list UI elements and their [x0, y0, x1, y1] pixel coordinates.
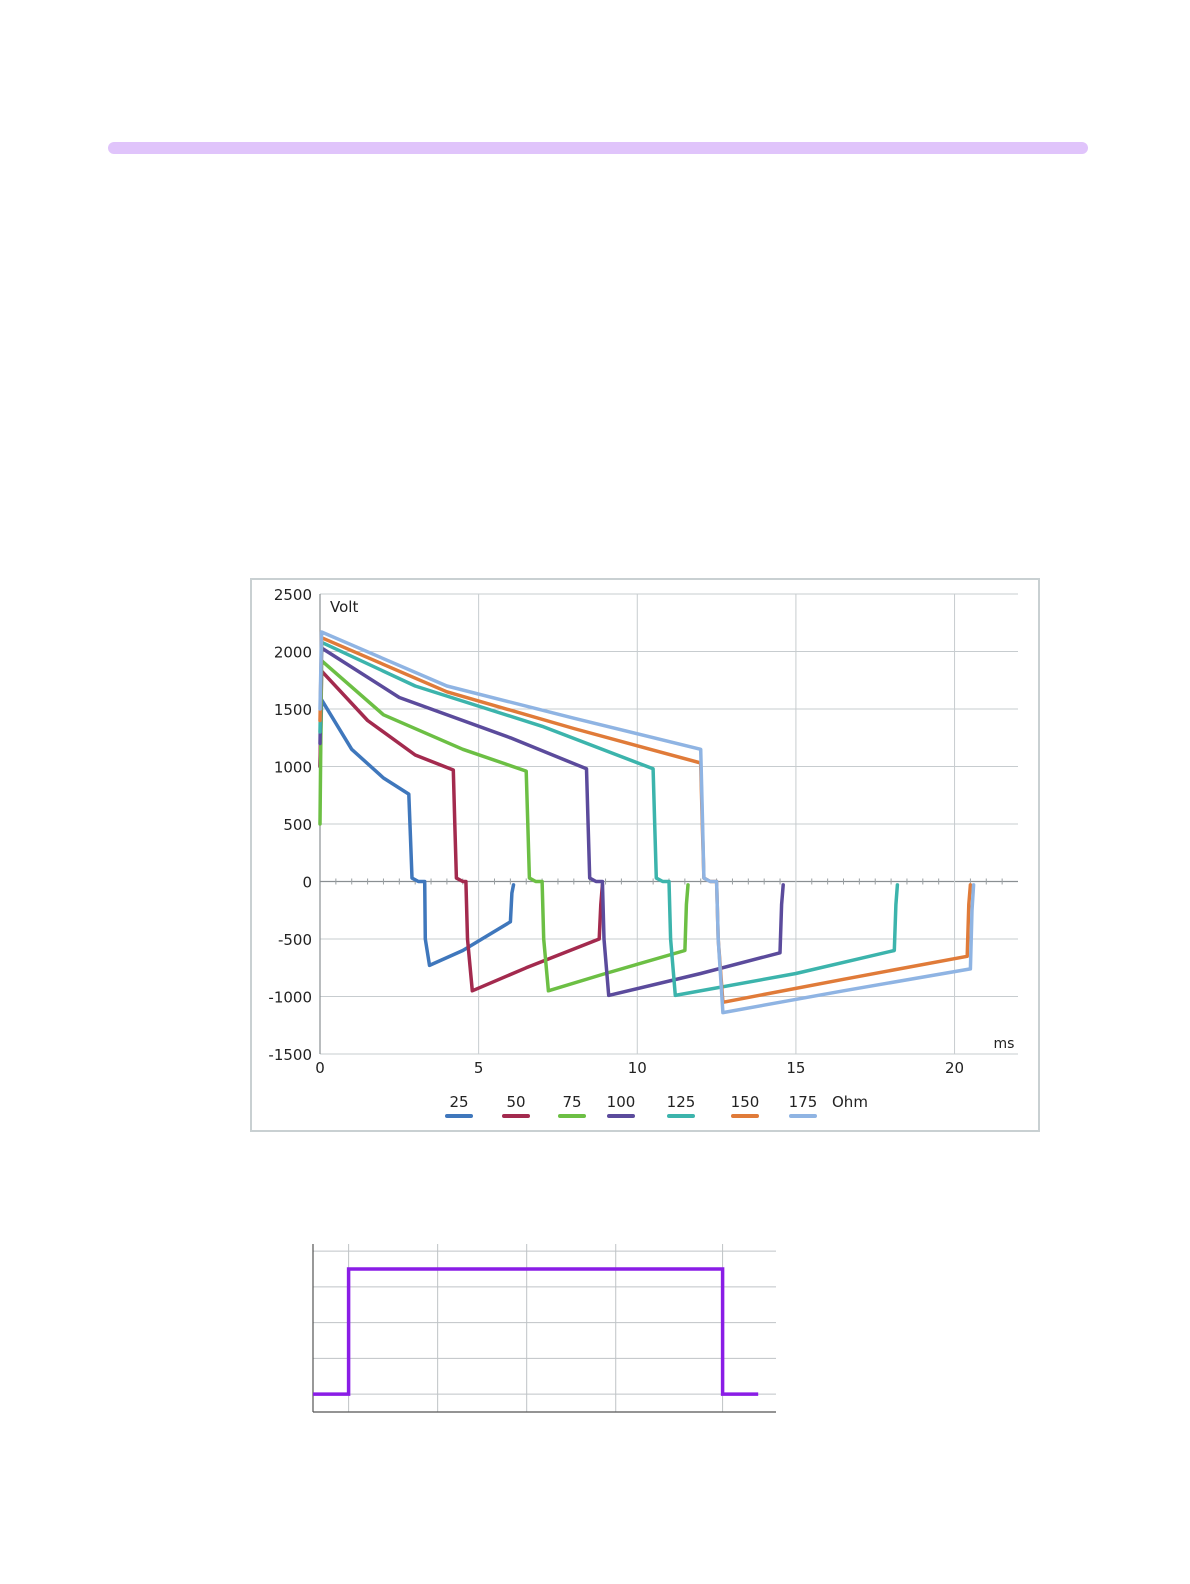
y-tick-label: -1000	[268, 989, 312, 1007]
series-line-150	[318, 635, 973, 1005]
y-tick-label: -1500	[268, 1046, 312, 1064]
series-line-75	[318, 658, 690, 993]
voltage-chart: 2500 2000 1500 1000 500 0 -500 -1000 -1500 0 5 10 15…	[250, 578, 1040, 1132]
legend-label-100: 100	[607, 1093, 636, 1111]
legend-label-150: 150	[731, 1093, 760, 1111]
series-line-50	[318, 669, 605, 993]
y-tick-label: 2500	[274, 586, 312, 604]
y-tick-label: 500	[283, 816, 312, 834]
legend-label-25: 25	[449, 1093, 468, 1111]
y-tick-label: 1500	[274, 701, 312, 719]
legend-label-175: 175	[789, 1093, 818, 1111]
x-axis-label: ms	[994, 1036, 1015, 1052]
x-tick-label: 15	[786, 1059, 805, 1077]
legend-label-125: 125	[667, 1093, 696, 1111]
header-rule	[108, 142, 1088, 154]
legend-label-50: 50	[506, 1093, 525, 1111]
series-line-125	[318, 640, 900, 998]
pulse-chart	[300, 1236, 790, 1426]
legend-label-75: 75	[562, 1093, 581, 1111]
y-tick-label: -500	[278, 931, 312, 949]
series-line-25	[318, 698, 516, 968]
series-line-175	[318, 630, 976, 1015]
legend-unit: Ohm	[832, 1093, 868, 1111]
y-tick-label: 0	[302, 874, 312, 892]
x-tick-label: 10	[628, 1059, 647, 1077]
y-tick-label: 2000	[274, 644, 312, 662]
y-axis-label: Volt	[330, 598, 358, 616]
series-line-100	[318, 646, 785, 998]
pulse-chart-svg	[312, 1244, 776, 1413]
x-tick-label: 5	[474, 1059, 484, 1077]
pulse-line	[313, 1267, 759, 1396]
x-tick-label: 0	[315, 1059, 325, 1077]
x-tick-label: 20	[945, 1059, 964, 1077]
y-tick-label: 1000	[274, 759, 312, 777]
